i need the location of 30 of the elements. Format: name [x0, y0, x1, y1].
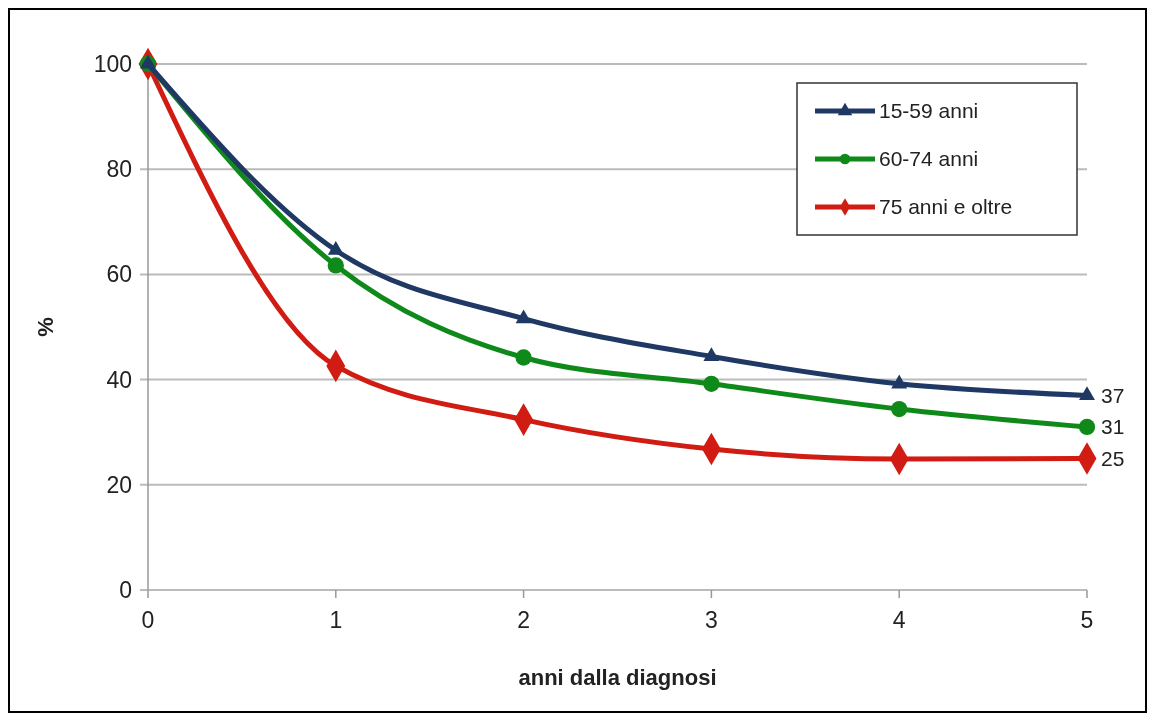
y-tick-label: 40: [106, 366, 132, 393]
legend-label: 60-74 anni: [879, 147, 979, 171]
point: [327, 241, 344, 255]
point: [891, 374, 908, 389]
x-axis-title: anni dalla diagnosi: [518, 665, 717, 690]
y-tick-label: 100: [93, 51, 132, 78]
x-tick-label: 5: [1080, 607, 1094, 633]
point: [515, 309, 532, 324]
data-label: 37: [1101, 383, 1125, 407]
point: [327, 257, 344, 274]
point: [1079, 386, 1095, 400]
y-tick-label: 80: [106, 156, 132, 183]
y-tick-label: 60: [106, 261, 132, 288]
point: [891, 400, 908, 418]
y-axis-title: %: [33, 317, 58, 337]
point: [703, 375, 720, 392]
y-tick-label: 20: [106, 471, 132, 498]
x-tick-label: 4: [892, 607, 906, 633]
y-tick-label: 0: [119, 577, 132, 604]
x-tick-label: 0: [141, 607, 155, 633]
data-label: 31: [1101, 415, 1125, 439]
x-tick-label: 3: [705, 607, 718, 633]
data-label: 25: [1101, 446, 1125, 470]
x-tick-label: 1: [329, 607, 343, 633]
point: [515, 349, 532, 366]
point: [703, 347, 720, 362]
legend-label: 75 anni e oltre: [879, 195, 1013, 219]
x-tick-label: 2: [517, 607, 530, 633]
legend-label: 15-59 anni: [879, 99, 979, 123]
point: [1078, 418, 1096, 436]
